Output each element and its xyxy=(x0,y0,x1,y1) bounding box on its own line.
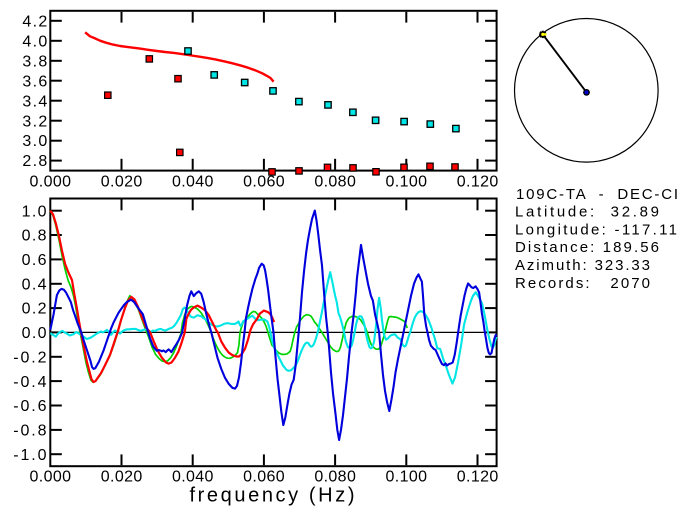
svg-text:0.060: 0.060 xyxy=(243,174,285,191)
svg-text:0.120: 0.120 xyxy=(457,469,499,486)
svg-text:3.2: 3.2 xyxy=(22,113,47,130)
svg-text:4.2: 4.2 xyxy=(22,13,47,30)
svg-text:0.120: 0.120 xyxy=(457,174,499,191)
svg-text:0.020: 0.020 xyxy=(101,174,143,191)
svg-text:0.020: 0.020 xyxy=(101,469,143,486)
svg-text:4.0: 4.0 xyxy=(22,33,47,50)
svg-text:0.000: 0.000 xyxy=(30,469,72,486)
svg-text:frequency (Hz): frequency (Hz) xyxy=(190,484,355,506)
svg-text:0.060: 0.060 xyxy=(243,469,285,486)
svg-text:Records: 2070: Records: 2070 xyxy=(515,275,650,292)
svg-text:0.100: 0.100 xyxy=(386,469,428,486)
svg-text:3.0: 3.0 xyxy=(22,133,47,150)
svg-text:2.8: 2.8 xyxy=(22,153,47,170)
svg-text:3.8: 3.8 xyxy=(22,53,47,70)
svg-text:0.6: 0.6 xyxy=(22,252,47,269)
svg-text:0.0: 0.0 xyxy=(22,325,47,342)
svg-text:0.2: 0.2 xyxy=(22,301,47,318)
svg-text:0.080: 0.080 xyxy=(314,174,356,191)
svg-text:Azimuth: 323.33: Azimuth: 323.33 xyxy=(515,257,650,274)
svg-text:0.040: 0.040 xyxy=(172,469,214,486)
svg-text:1.0: 1.0 xyxy=(22,203,47,220)
svg-text:Latitude: 32.89: Latitude: 32.89 xyxy=(515,204,659,221)
svg-text:0.8: 0.8 xyxy=(22,228,47,245)
svg-text:Distance: 189.56: Distance: 189.56 xyxy=(515,239,659,256)
svg-text:0.4: 0.4 xyxy=(22,276,47,293)
svg-text:3.6: 3.6 xyxy=(22,73,47,90)
svg-text:0.100: 0.100 xyxy=(386,174,428,191)
svg-text:0.080: 0.080 xyxy=(314,469,356,486)
svg-text:0.000: 0.000 xyxy=(30,174,72,191)
svg-text:3.4: 3.4 xyxy=(22,93,47,110)
svg-text:Longitude: -117.11: Longitude: -117.11 xyxy=(515,222,677,239)
svg-text:0.040: 0.040 xyxy=(172,174,214,191)
